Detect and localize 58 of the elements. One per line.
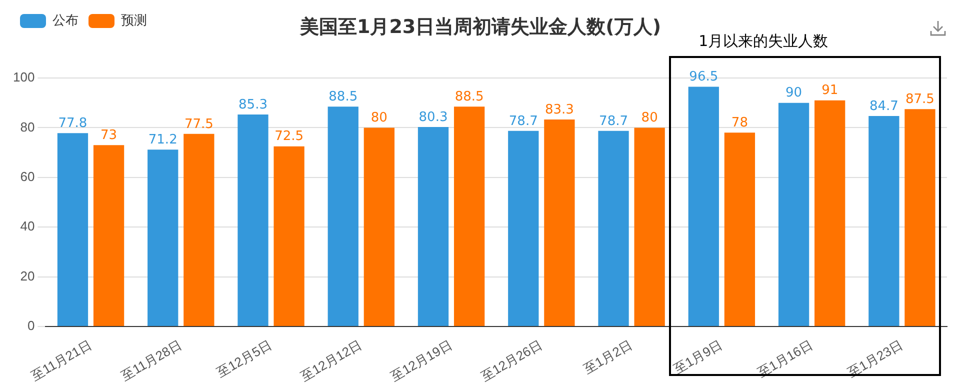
data-label: 78.7 xyxy=(599,114,628,129)
bar xyxy=(364,128,394,326)
data-label: 80 xyxy=(641,110,658,126)
bar xyxy=(418,126,449,326)
text: 1月以来的失业人数 xyxy=(698,32,828,51)
data-label: 77.5 xyxy=(184,116,214,132)
data-label: 90 xyxy=(786,86,802,101)
data-label: 91 xyxy=(822,83,838,98)
x-tick-label: 至12月19日 xyxy=(388,336,455,384)
y-tick-label: 60 xyxy=(20,168,35,184)
x-tick-label: 至12月26日 xyxy=(478,336,545,384)
x-tick-label: 至1月9日 xyxy=(671,336,725,377)
data-label: 84.7 xyxy=(869,98,898,114)
data-label: 88.5 xyxy=(328,89,358,104)
x-tick-label: 至1月2日 xyxy=(581,336,635,377)
bar xyxy=(328,106,358,326)
y-tick-label: 20 xyxy=(20,268,35,284)
bar xyxy=(508,130,539,326)
data-label: 78.7 xyxy=(508,114,538,129)
legend-label: 公布 xyxy=(52,13,78,28)
bar xyxy=(238,114,268,326)
data-label: 87.5 xyxy=(905,92,934,107)
x-tick-label: 至12月5日 xyxy=(214,336,274,380)
bar xyxy=(184,134,214,326)
chart-title: 美国至1月23日当周初请失业金人数(万人) xyxy=(300,16,662,38)
bar xyxy=(148,150,178,326)
y-tick-label: 40 xyxy=(20,218,35,234)
data-label: 78 xyxy=(731,116,748,131)
data-label: 88.5 xyxy=(454,89,484,104)
x-tick-label: 至12月12日 xyxy=(298,336,364,384)
bar xyxy=(454,106,485,326)
x-tick-label: 至11月28日 xyxy=(118,336,184,384)
y-tick-label: 100 xyxy=(12,70,35,85)
data-label: 73 xyxy=(100,128,118,143)
data-label: 85.3 xyxy=(238,97,268,112)
legend-label: 预测 xyxy=(121,13,147,28)
y-tick-label: 80 xyxy=(20,119,35,134)
bar xyxy=(634,128,665,326)
data-label: 77.8 xyxy=(58,116,88,132)
bar xyxy=(724,132,756,326)
bar xyxy=(814,100,846,326)
x-tick-label: 至11月21日 xyxy=(28,336,94,384)
bar xyxy=(688,86,719,326)
bar xyxy=(93,145,124,326)
data-label: 71.2 xyxy=(148,132,178,148)
bar xyxy=(598,130,629,326)
bar xyxy=(778,102,810,326)
bar xyxy=(868,116,900,326)
data-label: 72.5 xyxy=(274,129,304,144)
data-label: 80 xyxy=(370,110,388,126)
y-tick-label: 0 xyxy=(27,318,35,334)
bar xyxy=(544,120,575,326)
data-label: 83.3 xyxy=(544,102,574,118)
bar xyxy=(274,146,304,326)
data-label: 96.5 xyxy=(689,70,718,85)
bar xyxy=(57,133,88,326)
bar xyxy=(904,109,936,326)
data-label: 80.3 xyxy=(418,110,448,125)
